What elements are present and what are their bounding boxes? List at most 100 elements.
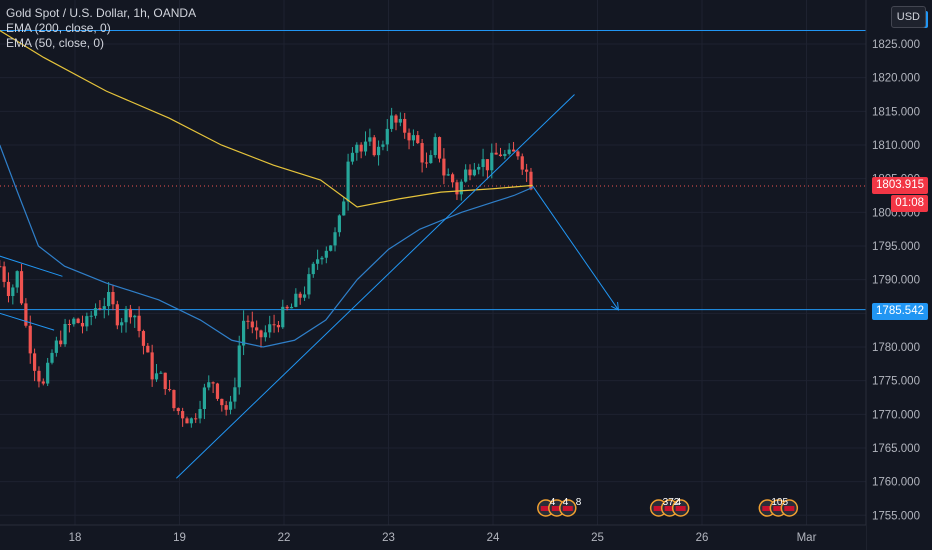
candle-body bbox=[507, 149, 511, 154]
candle-body bbox=[176, 408, 180, 412]
candle-body bbox=[372, 137, 376, 156]
price-axis[interactable] bbox=[866, 0, 932, 550]
event-count-label: 4 bbox=[550, 497, 556, 508]
candle-body bbox=[63, 323, 67, 345]
candle-body bbox=[115, 304, 119, 326]
event-count-label: 372 bbox=[663, 497, 680, 508]
candle-body bbox=[241, 320, 246, 346]
candle-body bbox=[54, 340, 58, 353]
symbol-title[interactable]: Gold Spot / U.S. Dollar, 1h, OANDA bbox=[6, 6, 197, 20]
candle-body bbox=[250, 321, 254, 328]
candle-body bbox=[224, 405, 228, 410]
candle-body bbox=[19, 271, 24, 304]
candle-body bbox=[11, 287, 15, 297]
ema200-legend[interactable]: EMA (200, close, 0) bbox=[6, 21, 111, 35]
candle-body bbox=[350, 152, 355, 162]
candle-body bbox=[407, 132, 411, 141]
candle-body bbox=[437, 137, 442, 159]
candle-body bbox=[324, 250, 328, 258]
event-count-label: 8 bbox=[576, 497, 582, 508]
candle-body bbox=[525, 169, 529, 172]
x-tick-label: 18 bbox=[69, 532, 82, 544]
us-flag-stripe bbox=[551, 506, 562, 511]
candle-body bbox=[207, 382, 211, 388]
candle-body bbox=[189, 418, 193, 424]
candle-body bbox=[455, 182, 459, 195]
trendline-drawings[interactable] bbox=[0, 94, 619, 479]
candle-body bbox=[363, 141, 368, 152]
us-flag-stripe bbox=[562, 506, 573, 511]
candle-body bbox=[46, 362, 50, 384]
grid-lines bbox=[0, 0, 866, 525]
y-tick-label: 1765.000 bbox=[872, 443, 920, 455]
candle-body bbox=[446, 174, 450, 176]
candle-body bbox=[202, 387, 207, 410]
candle-body bbox=[289, 306, 294, 309]
candle-body bbox=[2, 266, 6, 282]
price-axis-labels: 1755.000 1760.000 1765.000 1770.000 1775.000… bbox=[872, 39, 920, 522]
candle-body bbox=[520, 156, 524, 170]
time-axis[interactable] bbox=[0, 525, 866, 550]
us-flag-stripe bbox=[540, 506, 551, 511]
y-tick-label: 1775.000 bbox=[872, 376, 920, 388]
candle-body bbox=[359, 144, 363, 152]
candle-body bbox=[398, 118, 402, 123]
candle-body bbox=[41, 381, 45, 384]
candle-body bbox=[233, 387, 237, 402]
candle-body bbox=[442, 158, 446, 176]
target-line-price-tag: 1785.542 bbox=[872, 303, 928, 320]
candle-body bbox=[472, 169, 476, 176]
time-axis-labels: 18 19 22 23 24 25 26 Mar bbox=[69, 532, 817, 544]
candle-body bbox=[316, 259, 320, 264]
candle-body bbox=[85, 316, 89, 327]
candle-body bbox=[154, 373, 159, 380]
currency-selector[interactable]: USD bbox=[890, 6, 926, 28]
candle-body bbox=[172, 390, 176, 409]
candle-body bbox=[490, 152, 494, 171]
candle-body bbox=[133, 315, 137, 318]
candle-body bbox=[128, 308, 132, 318]
candle-body bbox=[276, 324, 281, 328]
candle-body bbox=[498, 154, 503, 157]
candle-body bbox=[429, 155, 433, 163]
candle-body bbox=[67, 323, 72, 325]
candle-body bbox=[329, 245, 333, 251]
event-count-label: 4 bbox=[563, 497, 569, 508]
candle-body bbox=[285, 306, 289, 309]
candle-body bbox=[102, 306, 106, 310]
candle-body bbox=[311, 263, 315, 275]
candle-body bbox=[268, 324, 272, 333]
candle-body bbox=[163, 372, 167, 390]
ema200-line bbox=[0, 30, 533, 208]
candle-body bbox=[228, 401, 233, 410]
x-tick-label: 19 bbox=[173, 532, 186, 544]
x-tick-label: 24 bbox=[487, 532, 500, 544]
ema50-line bbox=[0, 144, 533, 348]
candle-body bbox=[198, 409, 202, 419]
candle-body bbox=[37, 370, 41, 382]
candle-body bbox=[28, 325, 32, 354]
candle-body bbox=[181, 411, 185, 419]
candle-body bbox=[194, 418, 198, 420]
candle-body bbox=[281, 306, 285, 328]
candle-body bbox=[403, 118, 407, 133]
candle-body bbox=[394, 115, 398, 123]
candle-body bbox=[159, 372, 163, 374]
candle-body bbox=[211, 382, 215, 384]
candle-body bbox=[167, 389, 172, 391]
x-tick-label: 22 bbox=[278, 532, 291, 544]
candle-body bbox=[6, 281, 11, 297]
x-tick-label: 25 bbox=[591, 532, 604, 544]
candle-body bbox=[302, 294, 307, 298]
candle-body bbox=[503, 153, 507, 157]
candle-body bbox=[246, 320, 250, 322]
ema50-legend[interactable]: EMA (50, close, 0) bbox=[6, 36, 105, 50]
candle-body bbox=[355, 144, 359, 153]
horizontal-levels[interactable] bbox=[0, 30, 866, 311]
candle-body bbox=[80, 322, 85, 327]
candle-body bbox=[420, 143, 424, 163]
candle-body bbox=[529, 171, 533, 190]
